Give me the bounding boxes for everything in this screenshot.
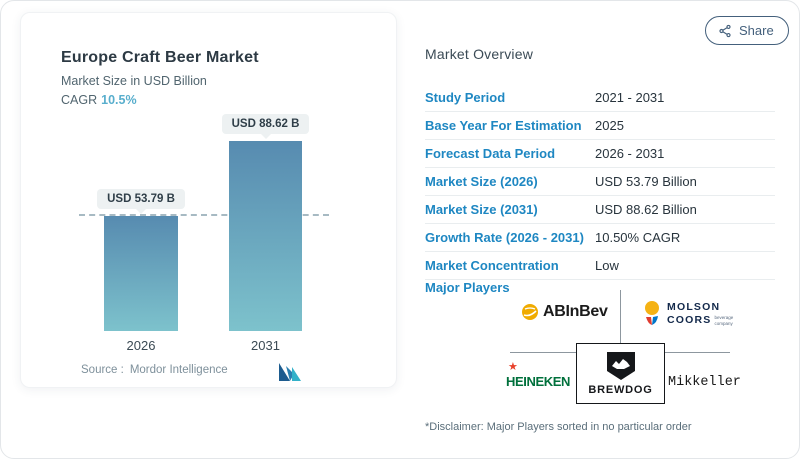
players-divider-left bbox=[510, 352, 576, 353]
molson-coors-logo: MOLSON COORS beverage company bbox=[644, 300, 733, 328]
chart-source: Source : Mordor Intelligence bbox=[81, 364, 234, 376]
cagr-value: 10.5% bbox=[101, 93, 137, 107]
share-icon bbox=[719, 24, 731, 37]
row-value: 2021 - 2031 bbox=[595, 90, 665, 105]
overview-title: Market Overview bbox=[425, 46, 534, 62]
table-row: Growth Rate (2026 - 2031) 10.50% CAGR bbox=[425, 224, 775, 252]
molson-coors-icon bbox=[645, 301, 659, 325]
row-label: Study Period bbox=[425, 90, 506, 105]
row-label: Market Concentration bbox=[425, 258, 559, 273]
players-divider-right bbox=[665, 352, 730, 353]
row-value: USD 88.62 Billion bbox=[595, 202, 697, 217]
x-axis-label-2031: 2031 bbox=[251, 338, 280, 353]
row-label: Base Year For Estimation bbox=[425, 118, 582, 133]
table-row: Forecast Data Period 2026 - 2031 bbox=[425, 140, 775, 168]
bar-group-2031: USD 88.62 B bbox=[221, 114, 310, 331]
row-label: Market Size (2026) bbox=[425, 174, 538, 189]
row-label: Forecast Data Period bbox=[425, 146, 556, 161]
bar-group-2026: USD 53.79 B bbox=[97, 189, 185, 331]
row-value: 10.50% CAGR bbox=[595, 230, 681, 245]
heineken-wordmark: HEINEKEN bbox=[506, 374, 570, 389]
brewdog-wordmark: BREWDOG bbox=[588, 384, 653, 396]
table-row: Market Size (2026) USD 53.79 Billion bbox=[425, 168, 775, 196]
bar-chart: USD 53.79 B USD 88.62 B 2026 2031 bbox=[21, 13, 396, 387]
table-row: Market Concentration Low bbox=[425, 252, 775, 280]
bar-2031[interactable] bbox=[229, 141, 302, 331]
bar-value-label-2026: USD 53.79 B bbox=[97, 189, 185, 209]
table-row: Market Size (2031) USD 88.62 Billion bbox=[425, 196, 775, 224]
row-label: Growth Rate (2026 - 2031) bbox=[425, 230, 584, 245]
players-disclaimer: *Disclaimer: Major Players sorted in no … bbox=[425, 421, 692, 433]
reference-line bbox=[79, 214, 329, 216]
row-label: Market Size (2031) bbox=[425, 202, 538, 217]
chart-cagr: CAGR 10.5% bbox=[61, 93, 137, 107]
abinbev-icon bbox=[522, 304, 538, 320]
mikkeller-wordmark: Mikkeller bbox=[668, 375, 741, 390]
abinbev-wordmark: ABInBev bbox=[543, 303, 608, 320]
overview-table: Study Period 2021 - 2031 Base Year For E… bbox=[425, 84, 775, 280]
table-row: Study Period 2021 - 2031 bbox=[425, 84, 775, 112]
x-axis-label-2026: 2026 bbox=[126, 338, 156, 353]
table-row: Base Year For Estimation 2025 bbox=[425, 112, 775, 140]
mordor-intelligence-logo-icon bbox=[279, 363, 301, 381]
mikkeller-logo: Mikkeller bbox=[668, 375, 741, 390]
brewdog-logo: BREWDOG bbox=[576, 343, 665, 404]
row-value: USD 53.79 Billion bbox=[595, 174, 697, 189]
brewdog-shield-icon bbox=[606, 352, 635, 380]
molson-sub2: company bbox=[714, 320, 733, 326]
chart-title: Europe Craft Beer Market bbox=[61, 49, 259, 66]
molson-line1: MOLSON bbox=[667, 300, 721, 313]
molson-sub1: beverage bbox=[714, 314, 734, 320]
tooltip-pointer bbox=[260, 134, 271, 139]
molson-line2: COORS bbox=[667, 314, 712, 326]
chart-card: Europe Craft Beer Market Market Size in … bbox=[20, 12, 397, 388]
chart-subtitle: Market Size in USD Billion bbox=[61, 74, 207, 88]
bar-value-label-2031: USD 88.62 B bbox=[221, 114, 310, 134]
share-button-label: Share bbox=[739, 23, 774, 38]
heineken-star-icon: ★ bbox=[508, 361, 518, 373]
share-button[interactable]: Share bbox=[705, 16, 789, 45]
heineken-logo: ★ HEINEKEN bbox=[506, 362, 570, 391]
players-divider-vertical bbox=[620, 290, 621, 343]
bar-2026[interactable] bbox=[104, 216, 178, 331]
abinbev-logo: ABInBev bbox=[521, 303, 608, 321]
source-label: Source : bbox=[81, 364, 124, 376]
source-value: Mordor Intelligence bbox=[129, 364, 228, 376]
row-value: 2025 bbox=[595, 118, 624, 133]
tooltip-pointer bbox=[136, 209, 146, 214]
major-players-label: Major Players bbox=[425, 280, 510, 295]
row-value: Low bbox=[595, 258, 619, 273]
row-value: 2026 - 2031 bbox=[595, 146, 665, 161]
cagr-label: CAGR bbox=[61, 93, 98, 107]
